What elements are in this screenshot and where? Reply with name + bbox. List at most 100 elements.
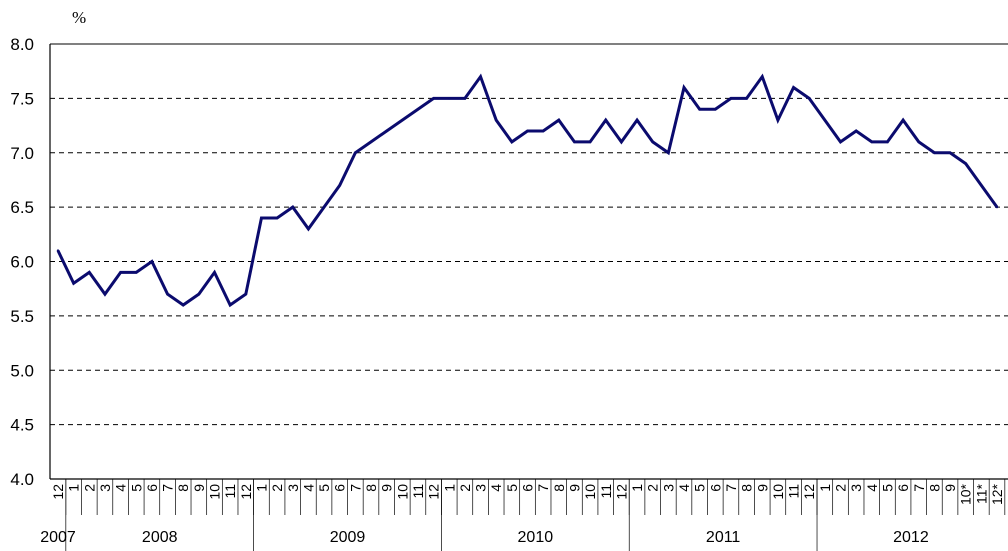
x-tick-label: 1 [441, 484, 457, 492]
y-tick-label: 6.5 [10, 198, 34, 217]
data-point [620, 140, 623, 144]
year-labels: 2007 2008 2009 2010 2011 2012 [40, 479, 929, 551]
data-point [72, 282, 75, 285]
x-tick-label: 5 [504, 484, 520, 492]
x-tick-label: 9 [191, 484, 207, 492]
data-point [432, 97, 435, 100]
x-tick-label: 7 [723, 484, 739, 492]
y-tick-labels: 4.0 4.5 5.0 5.5 6.0 6.5 7.0 7.5 8.0 [10, 35, 34, 489]
data-point [901, 118, 905, 122]
data-point [291, 205, 294, 209]
x-tick-label: 3 [660, 484, 676, 492]
data-point [667, 151, 670, 154]
x-tick-label: 6 [332, 484, 348, 492]
x-tick-label: 5 [692, 484, 708, 492]
data-point [839, 140, 842, 144]
data-point [260, 216, 263, 220]
data-point [933, 151, 936, 154]
data-point [228, 303, 232, 307]
data-point [354, 151, 357, 154]
x-tick-label: 7 [160, 484, 176, 492]
x-tick-label: 9 [942, 484, 958, 492]
y-tick-label: 5.0 [10, 361, 34, 380]
data-point [244, 292, 247, 296]
data-point [964, 162, 967, 165]
x-tick-label: 3 [97, 484, 113, 492]
data-point [823, 118, 827, 122]
x-tick-label: 3 [848, 484, 864, 492]
x-tick-label: 6 [707, 484, 723, 492]
x-tick-label: 7 [911, 484, 927, 492]
x-tick-label: 2 [833, 484, 849, 492]
data-point [448, 97, 451, 100]
data-point [588, 140, 592, 144]
y-tick-label: 8.0 [10, 35, 34, 54]
data-point [119, 271, 122, 274]
data-point [495, 118, 498, 122]
year-label: 2012 [893, 529, 929, 546]
x-tick-label: 1 [66, 484, 82, 492]
gridlines [50, 43, 1008, 426]
data-point [604, 118, 607, 122]
year-label: 2008 [142, 529, 178, 546]
y-tick-label: 4.0 [10, 470, 34, 489]
data-point [479, 75, 482, 78]
x-tick-label: 4 [676, 484, 692, 492]
data-point [275, 216, 279, 220]
x-tick-label: 3 [285, 484, 301, 492]
data-point [886, 140, 889, 144]
data-point [761, 75, 764, 78]
x-tick-label: 2 [81, 484, 97, 492]
data-point [213, 271, 216, 274]
x-tick-label: 8 [175, 484, 191, 492]
data-point [714, 108, 717, 111]
x-tick-label: 10 [582, 484, 598, 500]
data-point [463, 97, 467, 100]
data-point [729, 97, 733, 100]
data-point [651, 140, 654, 144]
data-point [510, 140, 514, 144]
data-point [135, 271, 138, 274]
y-unit-label: % [72, 8, 86, 27]
x-tick-label: 6 [144, 484, 160, 492]
data-point [338, 184, 341, 187]
x-tick-label: 4 [300, 484, 316, 492]
data-point [401, 118, 404, 122]
y-tick-label: 6.0 [10, 253, 34, 272]
x-tick-label: 8 [926, 484, 942, 492]
y-tick-label: 7.5 [10, 89, 34, 108]
x-tick-label: 2 [269, 484, 285, 492]
data-point [56, 249, 60, 252]
data-point [307, 227, 310, 231]
x-tick-label: 10* [958, 483, 974, 505]
x-tick-label: 4 [864, 484, 880, 492]
x-tick-label: 5 [128, 484, 144, 492]
x-tick-label: 6 [520, 484, 536, 492]
series-layer [56, 73, 999, 308]
x-tick-label: 1 [253, 484, 269, 492]
x-tick-label: 12 [613, 484, 629, 500]
x-tick-label: 5 [316, 484, 332, 492]
x-tick-label: 9 [566, 484, 582, 492]
x-tick-label: 8 [551, 484, 567, 492]
x-tick-label: 2 [645, 484, 661, 492]
data-point [322, 205, 326, 209]
x-tick-label: 11 [410, 484, 426, 499]
y-tick-label: 4.5 [10, 416, 34, 435]
x-tick-label: 4 [113, 484, 129, 492]
x-tick-label: 12 [50, 484, 66, 500]
x-tick-label: 9 [754, 484, 770, 492]
data-point [369, 140, 373, 144]
x-tick-label: 1 [629, 484, 645, 492]
x-tick-label: 7 [535, 484, 551, 492]
data-point [88, 271, 91, 274]
x-tick-labels: 12 1 2 3 4 5 6 7 8 9 10 11 12 1 2 3 4 5 6 7 8 9 10 11 12 1 2 3 4 5 6 7 8… [50, 479, 1006, 515]
data-point [980, 184, 983, 187]
data-point [917, 140, 920, 144]
x-tick-label: 3 [473, 484, 489, 492]
data-point [541, 129, 545, 133]
x-tick-label: 5 [879, 484, 895, 492]
y-tick-label: 5.5 [10, 307, 34, 326]
data-point [792, 86, 795, 89]
x-tick-label: 11* [973, 483, 989, 504]
